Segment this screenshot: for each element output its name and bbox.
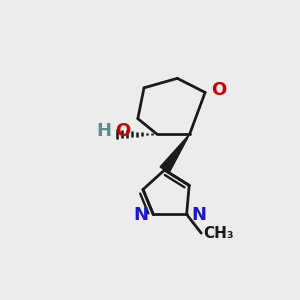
Text: O: O (211, 81, 226, 99)
Text: H: H (96, 122, 111, 140)
Text: CH₃: CH₃ (203, 226, 234, 241)
Text: N: N (134, 206, 148, 224)
Text: O: O (115, 122, 130, 140)
Text: N: N (191, 206, 206, 224)
Polygon shape (160, 134, 190, 173)
